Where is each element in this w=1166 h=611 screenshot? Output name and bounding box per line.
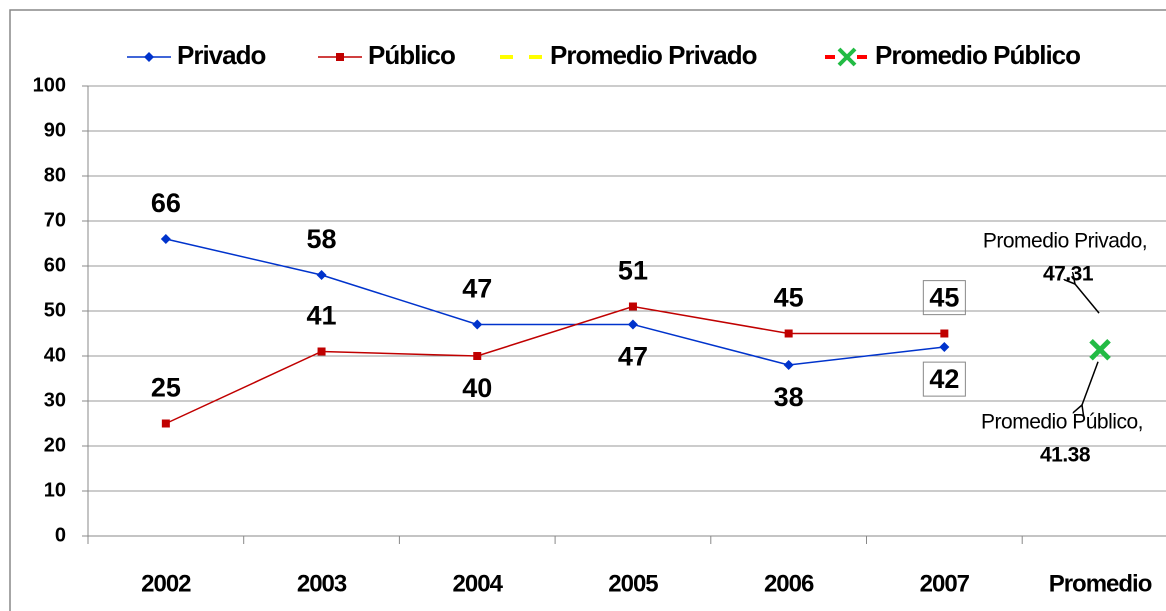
point [784,329,793,338]
data-label: 42 [929,364,959,394]
annotation: 47.31 [1043,263,1094,286]
data-label: 40 [462,373,492,403]
x-tick-label: 2004 [453,570,504,597]
series-line [165,305,945,425]
point [628,302,637,311]
data-label: 41 [307,301,337,331]
data-label: 58 [307,224,337,254]
x-tick-label: 2006 [764,570,814,597]
y-tick-label: 30 [44,389,66,411]
point [472,319,483,330]
annotation: 41.38 [1040,444,1091,467]
data-label: 47 [618,342,648,372]
point [939,342,950,352]
y-tick-label: 20 [44,434,66,456]
x-tick-label: 2007 [920,570,970,597]
data-label: 38 [774,382,804,412]
y-tick-label: 50 [44,299,66,321]
point [940,329,949,338]
data-label: 25 [151,373,181,403]
y-tick-label: 90 [44,119,66,141]
legend-label: Promedio Privado [550,40,757,70]
point [1089,339,1111,361]
legend-label: Promedio Público [875,40,1080,70]
point [317,347,326,356]
y-tick-label: 100 [33,74,66,96]
data-label: 45 [929,283,959,313]
series-line [165,238,945,366]
x-tick-label: Promedio [1049,570,1152,597]
label-box [922,361,966,397]
x-tick-label: 2005 [608,570,658,597]
data-label: 45 [774,283,804,313]
x-tick-label: 2002 [141,570,191,597]
point [160,234,171,244]
point [161,419,170,428]
point [627,319,638,330]
data-label: 66 [151,188,181,218]
y-tick-label: 60 [44,254,66,276]
legend-label: Público [368,40,455,70]
y-tick-label: 0 [55,524,66,546]
legend-label: Privado [177,40,265,70]
point [316,270,327,280]
y-tick-label: 80 [44,164,66,186]
y-tick-label: 10 [44,479,66,501]
point [783,360,794,370]
point [473,352,482,360]
data-label: 47 [462,274,492,304]
legend-marker [144,52,154,62]
leader [1075,284,1100,314]
data-label: 51 [618,256,648,286]
leader [1082,361,1099,405]
y-tick-label: 70 [44,209,66,231]
x-tick-label: 2003 [297,570,347,597]
legend-marker [336,53,344,61]
annotation: Promedio Público, [981,411,1143,434]
annotation: Promedio Privado, [983,230,1147,253]
legend-marker [837,47,857,67]
y-tick-label: 40 [44,344,66,366]
label-box [922,280,966,316]
